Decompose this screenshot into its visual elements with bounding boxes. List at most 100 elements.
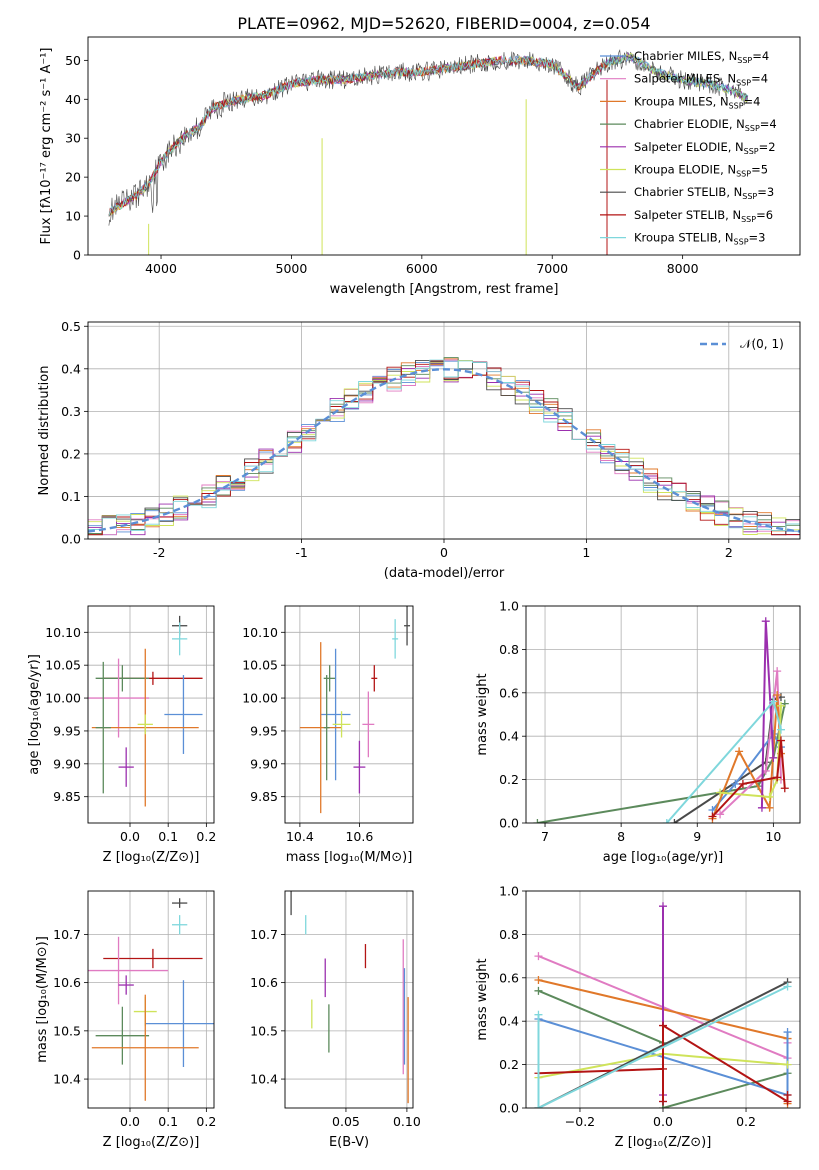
- x-axis-label: Z [log₁₀(Z/Z⊙)]: [103, 850, 200, 865]
- y-tick-label: 9.85: [250, 789, 278, 804]
- weight-lines: [533, 617, 789, 823]
- y-tick-label: 0.6: [499, 685, 519, 700]
- spectrum-data: [108, 49, 748, 226]
- y-tick-label: 10.4: [53, 1072, 81, 1087]
- axes-frame: [87, 36, 801, 256]
- spectrum-model-line: [108, 55, 749, 217]
- y-tick-label: 0.8: [499, 927, 519, 942]
- weight-marker: [534, 1010, 543, 1019]
- y-tick-label: 30: [65, 131, 81, 146]
- weight-marker: [773, 667, 782, 676]
- figure-title: PLATE=0962, MJD=52620, FIBERID=0004, z=0…: [237, 14, 650, 33]
- y-tick-label: 20: [65, 170, 81, 185]
- weight-marker: [783, 982, 792, 991]
- x-tick-label: 0.10: [393, 1114, 421, 1129]
- legend-label: Kroupa STELIB, NSSP=3: [634, 231, 765, 247]
- weight-vs-z-panel: −0.2 0.0 0.2 0.0 0.2 0.4 0.6 0.8 1.0 Z [log₁₀(Z/Z…: [475, 884, 801, 1150]
- y-tick-label: 10.5: [250, 1023, 278, 1038]
- weight-marker: [757, 803, 766, 812]
- x-tick-label: 8000: [667, 261, 699, 276]
- weight-marker: [765, 792, 774, 801]
- y-tick-label: 10.10: [45, 625, 81, 640]
- y-tick-label: 0.8: [499, 642, 519, 657]
- weight-marker: [533, 819, 542, 823]
- y-tick-label: 10.10: [242, 625, 278, 640]
- x-tick-label: 7000: [536, 261, 568, 276]
- legend-label: Chabrier MILES, NSSP=4: [634, 49, 769, 65]
- y-tick-label: 10.7: [250, 927, 278, 942]
- y-tick-label: 1.0: [499, 884, 519, 899]
- y-tick-label: 0.1: [61, 489, 81, 504]
- y-axis-label: Flux [fλ10⁻¹⁷ erg cm⁻² s⁻¹ A⁻¹]: [39, 48, 54, 245]
- y-tick-label: 10.05: [242, 658, 278, 673]
- y-tick-label: 9.85: [53, 789, 81, 804]
- x-tick-label: 0.1: [158, 1114, 178, 1129]
- weight-marker: [773, 690, 782, 699]
- weight-marker: [716, 788, 725, 797]
- weight-marker: [662, 819, 671, 823]
- weight-marker: [735, 747, 744, 756]
- x-tick-label: 0.1: [158, 829, 178, 844]
- y-axis-label: mass weight: [475, 958, 490, 1040]
- x-tick-label: −0.2: [565, 1114, 595, 1129]
- y-tick-label: 0: [73, 248, 81, 263]
- y-tick-label: 50: [65, 53, 81, 68]
- legend-label: Salpeter STELIB, NSSP=6: [634, 208, 773, 224]
- weight-marker: [769, 697, 778, 706]
- weight-marker: [534, 975, 543, 984]
- y-axis-label: age [log₁₀(age/yr)]: [27, 654, 42, 775]
- axes-frame: [87, 605, 215, 824]
- y-tick-label: 10.6: [250, 975, 278, 990]
- weight-marker: [783, 1090, 792, 1099]
- y-tick-label: 0.0: [61, 532, 81, 547]
- x-tick-label: 0.05: [332, 1114, 360, 1129]
- y-axis-label: mass [log₁₀(M/M⊙)]: [35, 936, 50, 1063]
- y-axis-label: Normed distribution: [37, 366, 52, 496]
- x-axis-label: wavelength [Angstrom, rest frame]: [330, 282, 559, 297]
- mass-vs-z-panel: 0.0 0.1 0.2 10.4 10.5 10.6 10.7 Z [log₁₀(Z/Z⊙)]…: [35, 890, 216, 1150]
- legend-label: Salpeter MILES, NSSP=4: [634, 72, 768, 88]
- y-tick-label: 0.3: [61, 404, 81, 419]
- error-bars: [88, 615, 203, 807]
- x-tick-label: 0.2: [736, 1114, 756, 1129]
- y-tick-label: 10.7: [53, 927, 81, 942]
- y-tick-label: 0.0: [499, 816, 519, 831]
- x-tick-label: 0.2: [196, 1114, 216, 1129]
- weight-marker: [738, 779, 747, 788]
- x-tick-label: 7: [541, 829, 549, 844]
- y-tick-label: 1.0: [499, 599, 519, 614]
- x-axis-label: age [log₁₀(age/yr)]: [603, 850, 724, 865]
- weight-marker: [776, 725, 785, 734]
- y-tick-label: 0.6: [499, 970, 519, 985]
- y-tick-label: 0.5: [61, 319, 81, 334]
- weight-marker: [783, 1060, 792, 1069]
- x-tick-label: -1: [295, 545, 307, 560]
- x-axis-label: Z [log₁₀(Z/Z⊙)]: [615, 1135, 712, 1150]
- x-tick-label: 5000: [276, 261, 308, 276]
- y-tick-label: 10: [65, 209, 81, 224]
- x-tick-label: 0: [440, 545, 448, 560]
- residuals-panel: -2 -1 0 1 2 0.0 0.1 0.2 0.3 0.4 0.5 (data-model)/er…: [37, 319, 801, 581]
- weight-marker: [765, 803, 774, 812]
- weight-marker: [659, 1021, 667, 1030]
- weight-lines: [534, 902, 792, 1108]
- weight-marker: [670, 819, 679, 823]
- weight-marker: [659, 1064, 667, 1073]
- age-vs-mass-panel: 10.4 10.6 9.85 9.90 9.95 10.00 10.05 10.10 mass …: [242, 605, 414, 865]
- y-tick-label: 0.4: [499, 1014, 519, 1029]
- y-tick-label: 0.2: [499, 1057, 519, 1072]
- y-tick-label: 0.4: [61, 361, 81, 376]
- x-axis-label: (data-model)/error: [384, 566, 505, 581]
- weight-marker: [659, 902, 667, 911]
- weight-marker: [776, 736, 785, 745]
- x-tick-label: 0.2: [196, 829, 216, 844]
- y-tick-label: 9.90: [250, 756, 278, 771]
- error-bars: [88, 898, 214, 1101]
- weight-marker: [776, 701, 785, 710]
- y-tick-label: 40: [65, 92, 81, 107]
- x-tick-label: 2: [725, 545, 733, 560]
- weight-line: [720, 705, 782, 799]
- weight-line: [537, 703, 786, 823]
- x-tick-label: 10: [765, 829, 781, 844]
- weight-marker: [769, 753, 778, 762]
